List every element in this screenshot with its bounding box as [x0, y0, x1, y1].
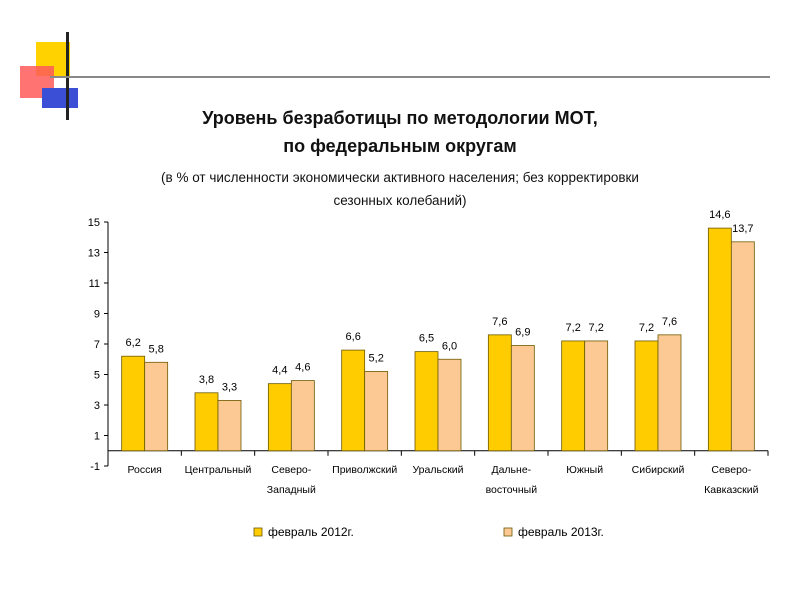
data-label-2012: 6,5	[419, 333, 434, 345]
y-tick-label: 15	[88, 217, 100, 229]
bar-2013	[144, 361, 169, 452]
category-label: Кавказский	[704, 484, 758, 496]
data-label-2012: 4,4	[272, 365, 287, 377]
data-label-2013: 6,9	[515, 327, 530, 339]
decor-horizontal-line	[50, 76, 770, 78]
data-label-2013: 5,2	[369, 352, 384, 364]
category-label: Сибирский	[632, 464, 685, 476]
data-label-2012: 6,6	[346, 331, 361, 343]
bar-2013	[510, 345, 535, 452]
y-tick-label: 9	[94, 309, 100, 321]
bar-2012	[634, 340, 659, 452]
category-label: Россия	[127, 464, 161, 476]
bar-2012	[194, 392, 219, 452]
bar-2013	[364, 371, 389, 452]
bar-2012	[707, 227, 732, 452]
data-label-2013: 5,8	[149, 343, 164, 355]
bar-2013	[437, 358, 462, 452]
bar-2013	[217, 400, 242, 452]
chart-title: Уровень безработицы по методологии МОТ,	[202, 108, 598, 128]
bar-2012	[341, 349, 366, 452]
bar-2012	[267, 383, 292, 452]
bar-2012	[414, 351, 439, 452]
data-label-2013: 6,0	[442, 340, 457, 352]
category-label: Западный	[267, 484, 316, 496]
category-label: Уральский	[412, 464, 463, 476]
data-label-2012: 6,2	[126, 337, 141, 349]
data-label-2012: 14,6	[709, 209, 730, 221]
data-label-2012: 3,8	[199, 374, 214, 386]
category-label: Приволжский	[332, 464, 397, 476]
decor-blue-rect	[42, 88, 78, 108]
bar-2013	[584, 340, 609, 452]
y-tick-label: 7	[94, 339, 100, 351]
category-label: Северо-	[271, 464, 311, 476]
y-tick-label: -1	[90, 461, 100, 473]
chart-subtitle-line2: сезонных колебаний)	[333, 193, 467, 208]
bar-2012	[121, 355, 146, 452]
category-label: Дальне-	[491, 464, 531, 476]
data-label-2012: 7,2	[566, 322, 581, 334]
category-label: Центральный	[185, 464, 252, 476]
category-label: Южный	[566, 464, 603, 476]
data-label-2013: 4,6	[295, 362, 310, 374]
legend-swatch-2013	[503, 527, 513, 537]
y-tick-label: 13	[88, 248, 100, 260]
bar-2013	[657, 334, 682, 452]
y-tick-label: 5	[94, 370, 100, 382]
bar-2013	[730, 241, 755, 452]
legend-label-2013: февраль 2013г.	[518, 525, 604, 539]
data-label-2012: 7,6	[492, 316, 507, 328]
y-tick-label: 1	[94, 431, 100, 443]
bar-2012	[561, 340, 586, 452]
category-label: восточный	[486, 484, 538, 496]
data-label-2013: 7,6	[662, 316, 677, 328]
legend-swatch-2012	[253, 527, 263, 537]
bar-2012	[487, 334, 512, 452]
data-label-2013: 3,3	[222, 381, 237, 393]
chart-title-line2: по федеральным округам	[283, 136, 517, 156]
data-label-2012: 7,2	[639, 322, 654, 334]
category-label: Северо-	[711, 464, 751, 476]
data-label-2013: 7,2	[589, 322, 604, 334]
legend-label-2012: февраль 2012г.	[268, 525, 354, 539]
chart-subtitle-line1: (в % от численности экономически активно…	[161, 170, 639, 185]
data-label-2013: 13,7	[732, 223, 753, 235]
y-tick-label: 3	[94, 400, 100, 412]
bar-2013	[290, 380, 315, 452]
y-tick-label: 11	[89, 278, 100, 290]
